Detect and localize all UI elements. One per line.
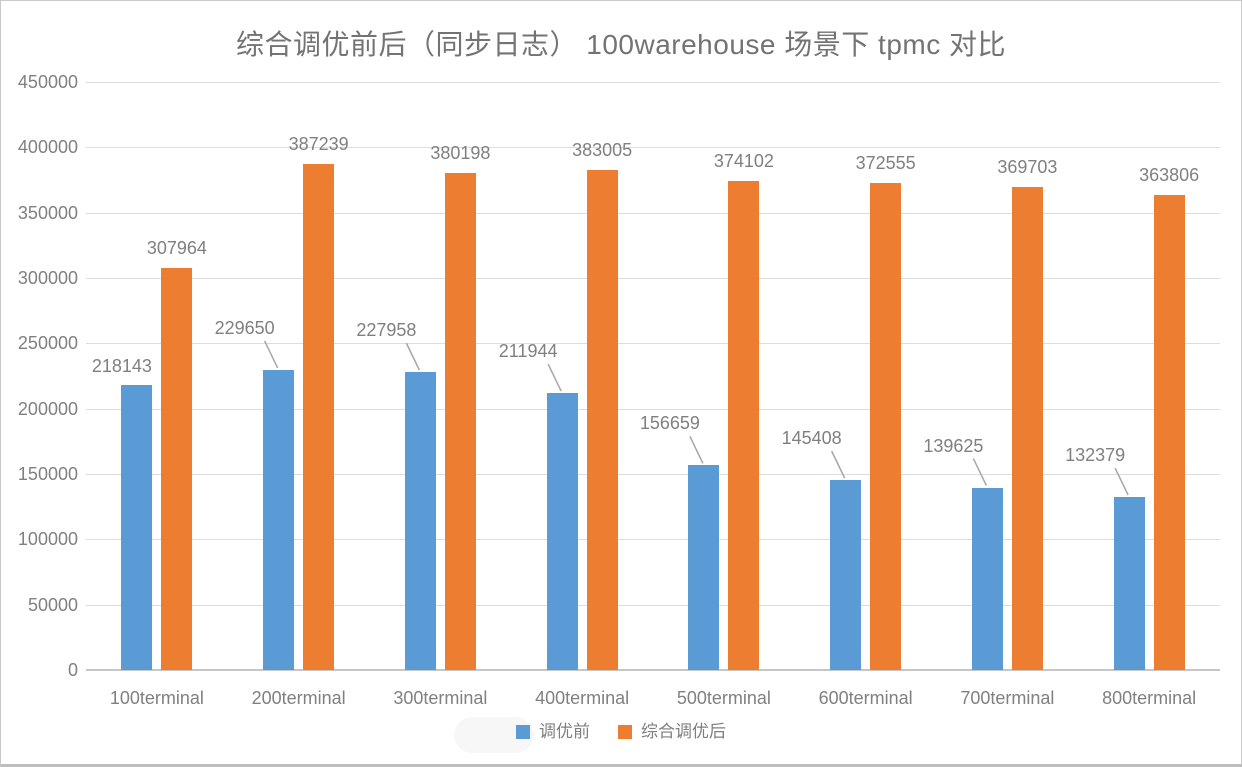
leader-line: [263, 340, 279, 369]
data-label-before: 218143: [91, 355, 152, 376]
data-label-before: 139625: [923, 435, 984, 456]
x-axis-line: [86, 669, 1220, 671]
bar-before: [830, 480, 862, 670]
gridline: [86, 539, 1220, 541]
gridline: [86, 147, 1220, 149]
leader-line: [1114, 467, 1129, 496]
bar-before: [971, 487, 1003, 670]
bar-after: [1153, 194, 1185, 670]
data-label-after: 307964: [146, 237, 207, 258]
gridline: [86, 408, 1220, 410]
legend-item-before: 调优前: [516, 723, 590, 741]
y-tick-label: 50000: [27, 594, 78, 615]
x-tick-label: 400terminal: [535, 688, 630, 708]
data-label-after: 369703: [997, 156, 1058, 177]
legend-label-before: 调优前: [539, 722, 590, 741]
data-label-after: 380198: [430, 143, 491, 164]
legend-item-after: 综合调优后: [618, 723, 726, 741]
x-tick-label: 100terminal: [109, 688, 204, 708]
gridline: [86, 82, 1220, 83]
gridline: [86, 474, 1220, 475]
legend-swatch-before: [516, 725, 530, 739]
data-label-after: 363806: [1139, 164, 1200, 185]
gridline: [86, 278, 1220, 279]
x-tick-label: 200terminal: [251, 688, 346, 708]
data-label-after: 387239: [288, 134, 349, 154]
y-tick-label: 400000: [17, 137, 78, 158]
legend-swatch-after: [618, 725, 632, 739]
bar-before: [263, 369, 295, 670]
x-tick-label: 500terminal: [676, 688, 771, 708]
y-tick-label: 300000: [17, 268, 78, 288]
y-tick-label: 100000: [17, 529, 78, 550]
bar-after: [870, 183, 902, 670]
data-label-before: 156659: [639, 413, 700, 434]
data-label-after: 383005: [572, 139, 633, 160]
gridline: [86, 343, 1220, 345]
y-tick-label: 150000: [17, 464, 78, 484]
bar-before: [546, 393, 578, 670]
data-label-before: 132379: [1065, 445, 1126, 466]
x-tick-label: 800terminal: [1102, 688, 1197, 708]
y-tick-label: 450000: [17, 72, 78, 92]
bar-after: [728, 181, 760, 670]
legend: 调优前 综合调优后: [1, 723, 1241, 741]
bar-after: [303, 164, 335, 670]
x-tick-label: 600terminal: [818, 688, 913, 708]
x-tick-label: 700terminal: [960, 688, 1055, 708]
data-label-before: 145408: [781, 428, 842, 448]
bar-after: [586, 169, 618, 670]
data-label-before: 211944: [498, 341, 558, 362]
bar-before: [121, 384, 153, 670]
bar-after: [1011, 186, 1043, 670]
bar-before: [688, 465, 720, 670]
y-tick-label: 350000: [17, 202, 78, 223]
x-tick-label: 300terminal: [393, 688, 488, 708]
chart-title: 综合调优前后（同步日志） 100warehouse 场景下 tpmc 对比: [236, 29, 1006, 60]
y-tick-label: 250000: [17, 333, 78, 354]
data-label-before: 227958: [356, 320, 417, 341]
gridline: [86, 604, 1220, 606]
gridline: [86, 212, 1220, 214]
data-label-after: 374102: [713, 151, 774, 172]
leader-line: [405, 342, 421, 371]
leader-line: [689, 435, 704, 464]
bar-after: [444, 173, 476, 670]
data-label-after: 372555: [855, 153, 916, 174]
bar-before: [404, 372, 436, 670]
legend-label-after: 综合调优后: [641, 722, 726, 741]
data-label-before: 229650: [214, 317, 275, 338]
bar-after: [161, 267, 193, 670]
leader-line: [972, 458, 988, 486]
leader-line: [547, 363, 562, 392]
bar-before: [1113, 497, 1145, 670]
y-tick-label: 0: [67, 660, 78, 680]
y-tick-label: 200000: [17, 398, 78, 419]
